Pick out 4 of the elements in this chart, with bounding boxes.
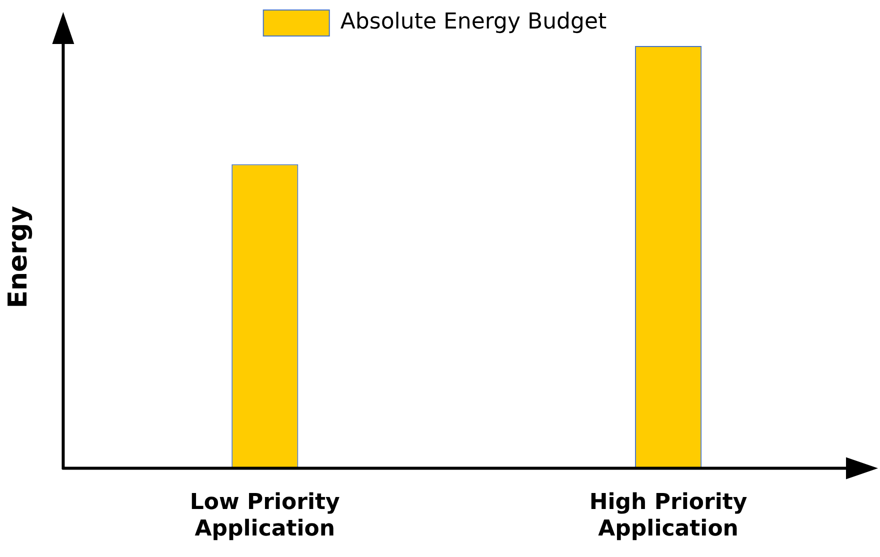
x-tick-label: High Priority Application bbox=[589, 490, 748, 542]
x-tick-label: Low Priority Application bbox=[190, 490, 340, 542]
legend-label: Absolute Energy Budget bbox=[340, 10, 608, 35]
y-axis-title: Energy bbox=[3, 206, 34, 308]
